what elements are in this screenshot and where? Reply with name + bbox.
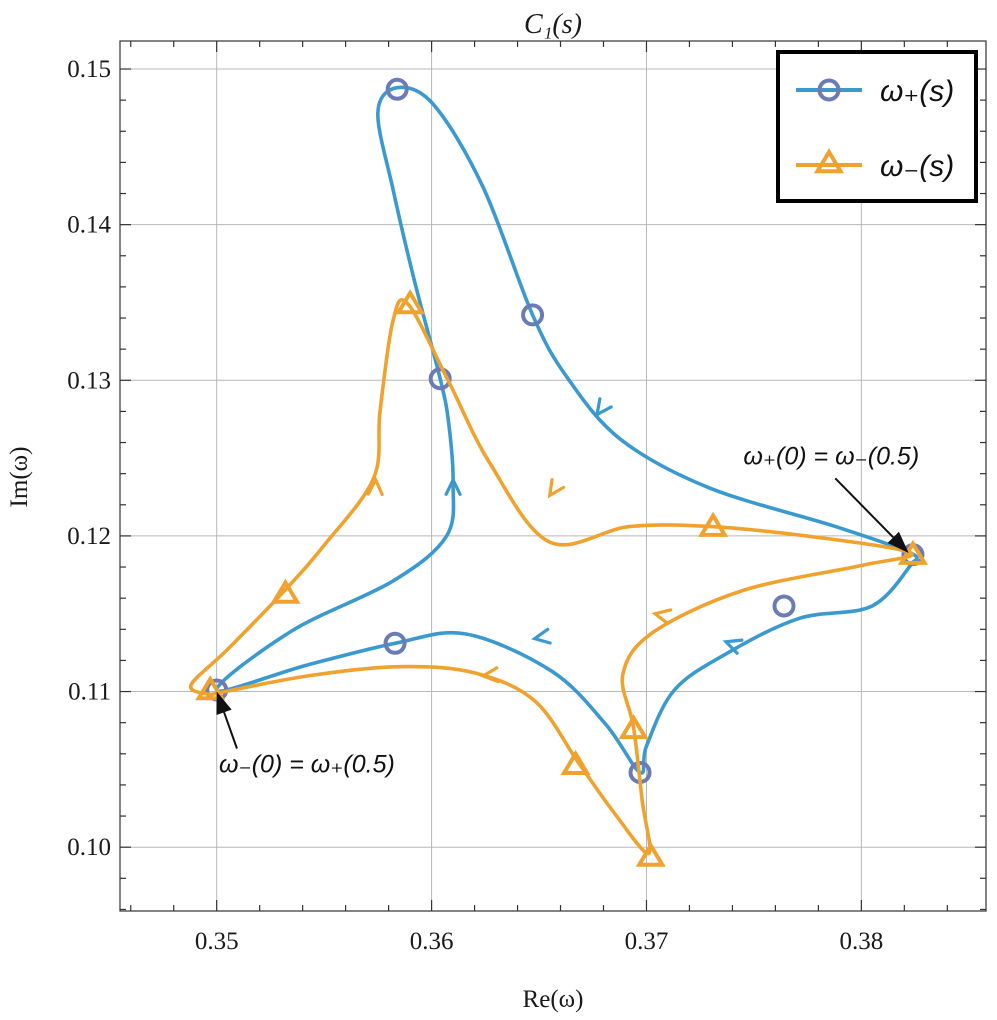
legend-label: ω₊(s) <box>880 75 954 108</box>
series-1-marker <box>428 367 452 391</box>
series-1-direction-arrow <box>531 627 552 645</box>
series-1-marker <box>383 631 407 655</box>
series-2-direction-arrow <box>651 608 673 626</box>
legend-circle-marker <box>817 78 841 102</box>
y-axis-label: Im(ω) <box>6 447 33 508</box>
series-2-marker <box>897 539 929 565</box>
annotation-1-arrow-head <box>887 531 909 554</box>
series-2-direction-arrow <box>366 476 384 497</box>
series-2-marker <box>395 289 426 315</box>
series-1-direction-arrow <box>594 397 613 418</box>
x-tick-label: 0.36 <box>410 928 454 955</box>
annotation-2-text: ω₋(0) = ω₊(0.5) <box>219 750 395 778</box>
series-1-direction-arrow <box>444 476 462 496</box>
series-2-marker <box>635 841 666 867</box>
annotation-1-text: ω₊(0) = ω₋(0.5) <box>743 442 919 470</box>
series-1-marker <box>385 77 409 101</box>
series-2-marker <box>560 749 591 775</box>
axis-ticks: 0.35 0.36 0.37 0.38 0.10 0.11 0.12 0.13 0.14 0.15 <box>67 41 986 955</box>
y-tick-label: 0.10 <box>67 834 111 861</box>
x-tick-label: 0.38 <box>839 928 883 955</box>
legend-box <box>776 50 978 203</box>
y-tick-label: 0.13 <box>67 367 111 394</box>
plot-frame <box>119 40 987 912</box>
legend-label: ω₋(s) <box>880 150 954 183</box>
series-1-curve <box>214 85 919 775</box>
annotation-2-arrow-shaft <box>223 711 238 749</box>
y-tick-label: 0.14 <box>67 212 111 239</box>
series-2-curve <box>188 298 914 856</box>
y-tick-label: 0.15 <box>67 56 111 83</box>
series-2-marker <box>698 511 729 537</box>
series-1-marker <box>521 303 545 327</box>
series-2-marker <box>270 578 301 604</box>
x-tick-label: 0.37 <box>625 928 669 955</box>
chart-title: C₁(s) <box>524 9 582 40</box>
x-tick-label: 0.35 <box>195 928 239 955</box>
legend: ω₊(s) ω₋(s) <box>776 50 978 203</box>
series-layer <box>188 77 929 867</box>
annotation-2-arrow-head <box>216 691 232 715</box>
series-2 <box>188 289 929 867</box>
series-1-direction-arrow <box>722 638 744 655</box>
series-2-direction-arrow <box>547 478 566 499</box>
x-axis-label: Re(ω) <box>523 986 584 1013</box>
series-2-direction-arrow <box>479 666 500 684</box>
legend-triangle-marker <box>813 148 845 174</box>
legend-items: ω₊(s) ω₋(s) <box>796 75 954 183</box>
series-1-marker <box>772 594 796 618</box>
series-2-marker <box>195 675 226 701</box>
series-2-marker <box>618 714 649 740</box>
annotations: ω₊(0) = ω₋(0.5) ω₋(0) = ω₊(0.5) <box>216 442 919 778</box>
y-tick-label: 0.11 <box>68 679 111 706</box>
annotation-1-arrow-shaft <box>834 477 894 539</box>
y-tick-label: 0.12 <box>67 523 111 550</box>
